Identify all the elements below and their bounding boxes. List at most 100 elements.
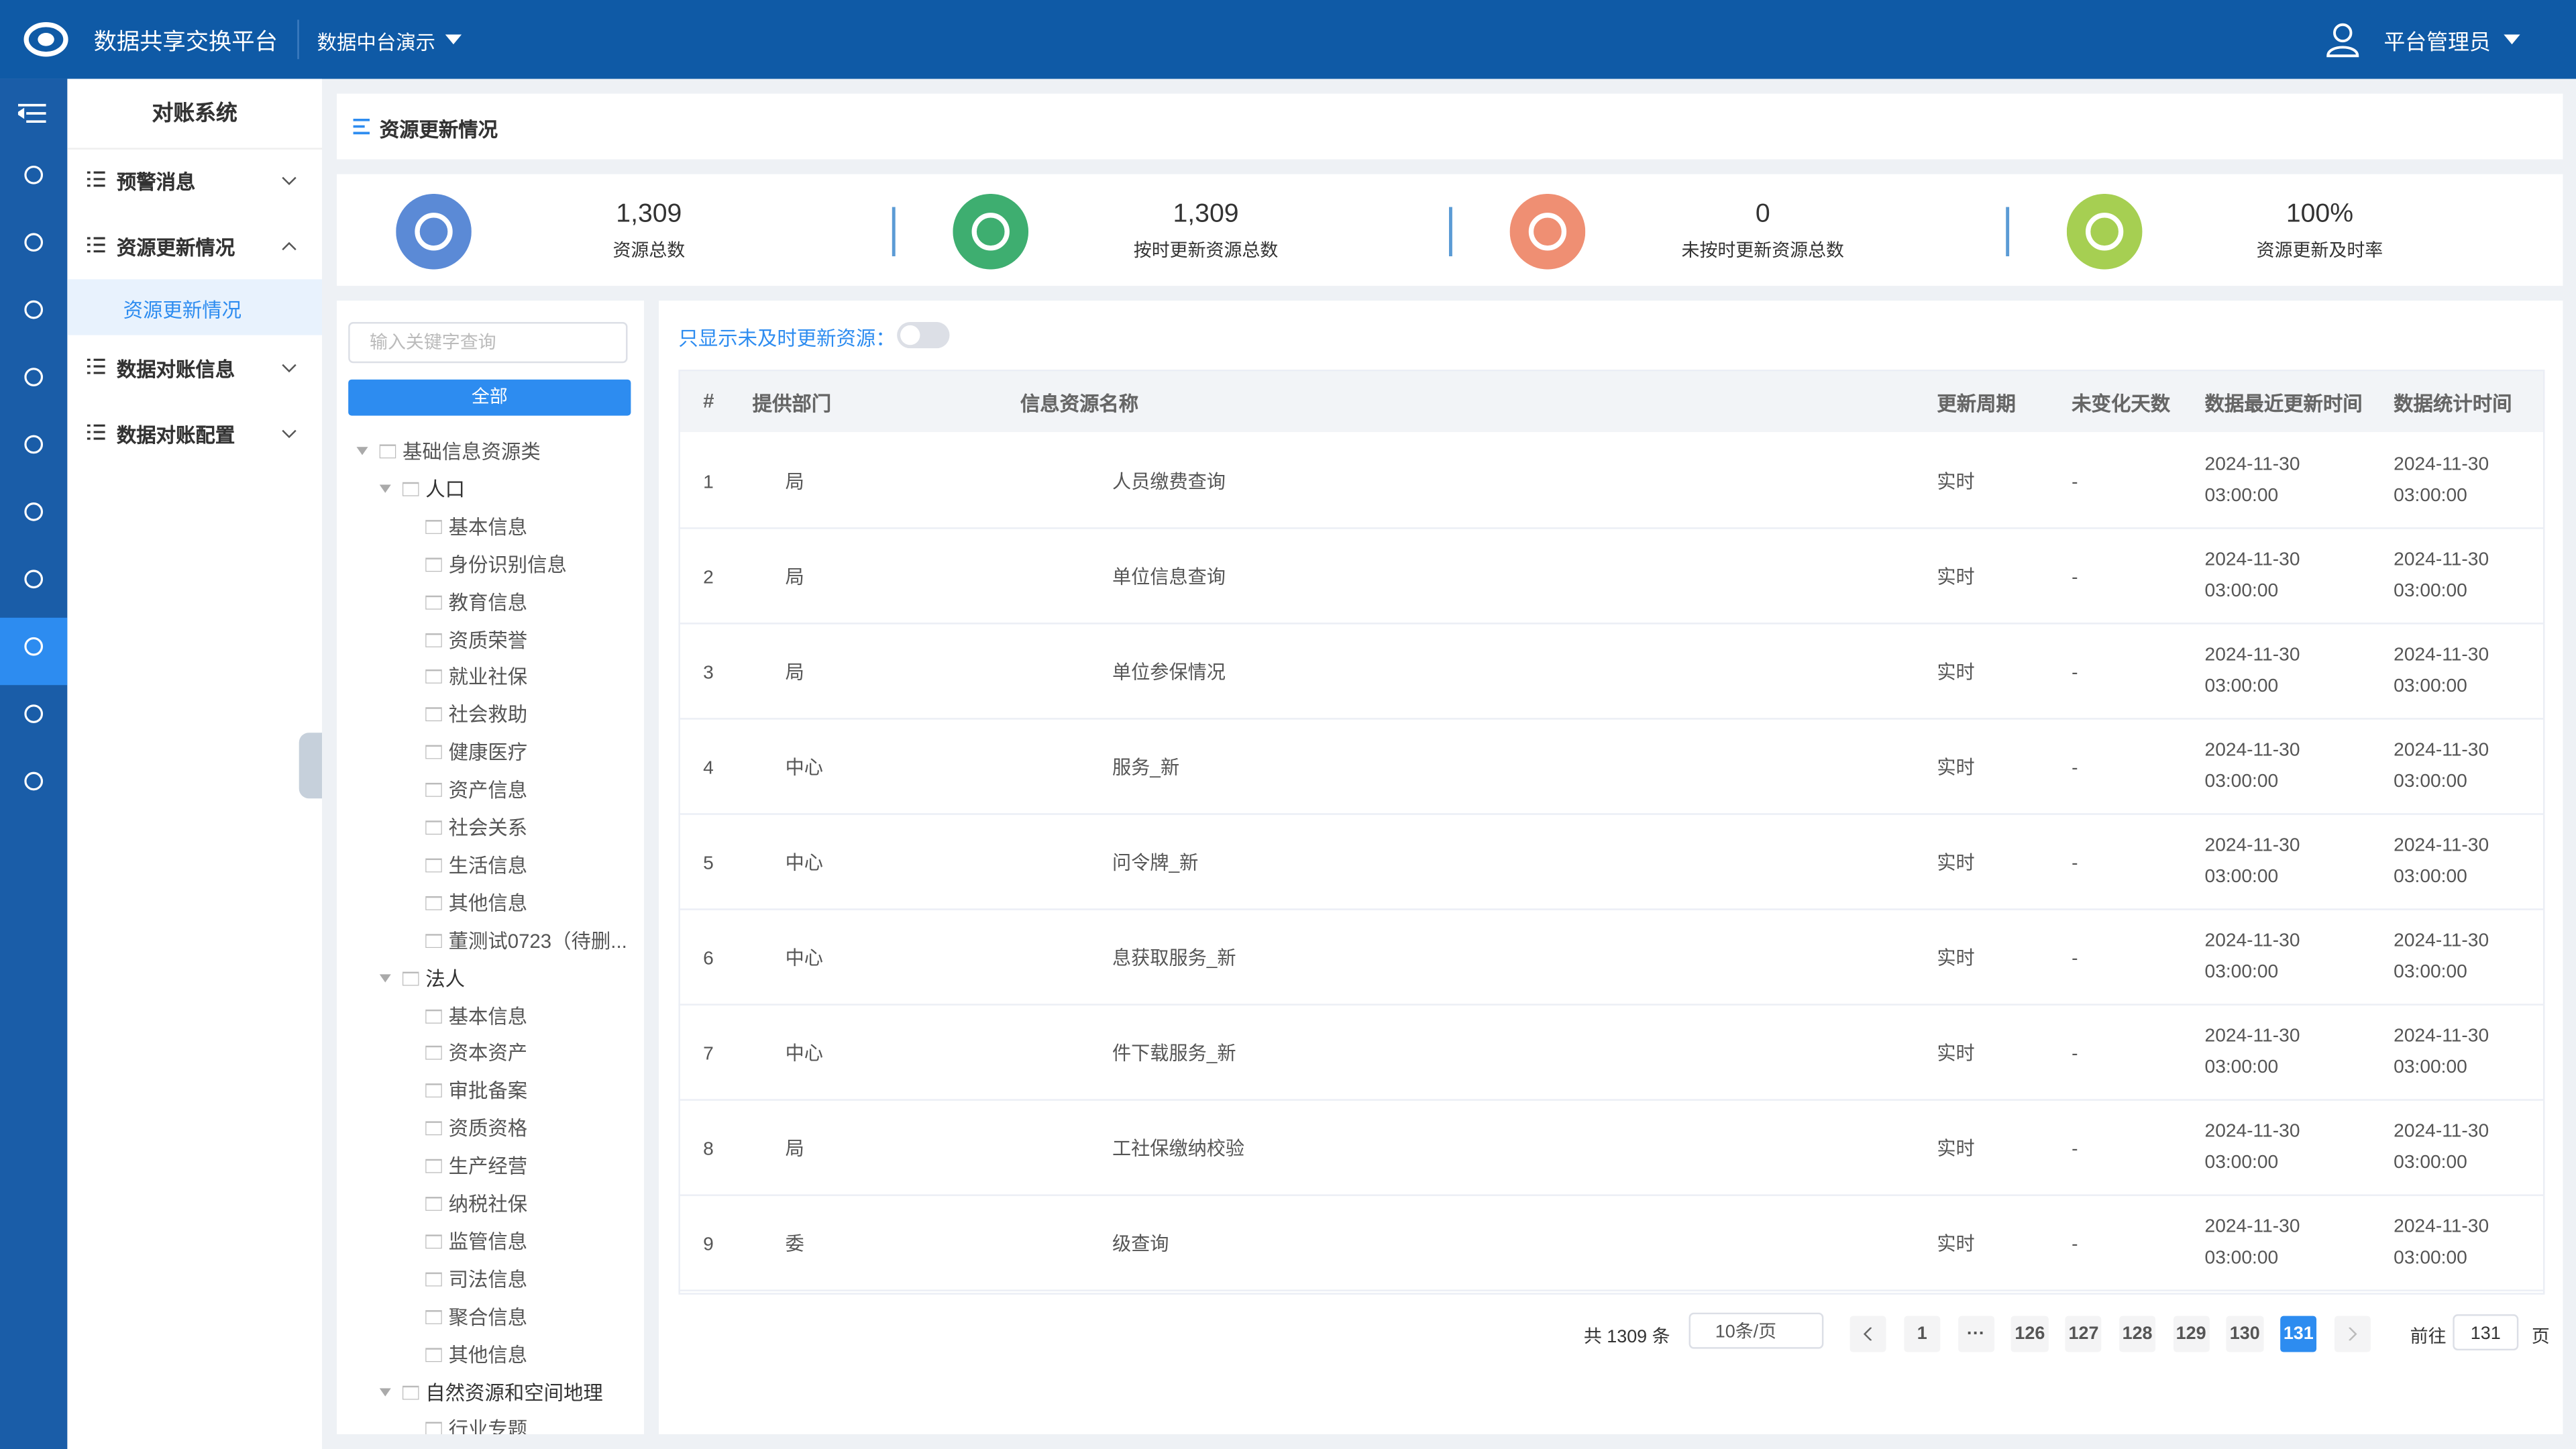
menu-item[interactable]: 预警消息 bbox=[67, 148, 322, 213]
table-row bbox=[678, 815, 2544, 910]
menu-item[interactable]: 资源更新情况 bbox=[67, 213, 322, 279]
page-button[interactable]: 1 bbox=[1904, 1316, 1941, 1352]
tree-node[interactable]: 行业专题 bbox=[402, 1412, 644, 1434]
tree-node[interactable]: 教育信息 bbox=[402, 584, 644, 617]
node-icon bbox=[425, 858, 442, 873]
tree-node[interactable]: 就业社保 bbox=[402, 659, 644, 692]
submenu-item[interactable]: 资源更新情况 bbox=[67, 279, 323, 335]
next-page[interactable] bbox=[2334, 1316, 2371, 1352]
node-icon bbox=[425, 933, 442, 948]
stat-icon bbox=[2066, 193, 2143, 270]
tree-node[interactable]: 监管信息 bbox=[402, 1224, 644, 1256]
tree-node[interactable]: 生活信息 bbox=[402, 847, 644, 880]
search-input[interactable]: 输入关键字查询 bbox=[348, 322, 628, 364]
prev-page[interactable] bbox=[1849, 1316, 1886, 1352]
table-cell: 2024-11-30 03:00:00 bbox=[2204, 645, 2300, 697]
tree-node[interactable]: 资质资格 bbox=[402, 1111, 644, 1144]
tree-node[interactable]: 基本信息 bbox=[402, 509, 644, 542]
tree-node[interactable]: 基础信息资源类 bbox=[356, 434, 635, 467]
node-icon bbox=[425, 783, 442, 797]
stats-card: 1,309 资源总数 1,309 按时更新资源总数 0 未按时更新资源总数 100% 资源更新… bbox=[337, 174, 2563, 286]
tree-node[interactable]: 聚合信息 bbox=[402, 1299, 644, 1332]
node-icon bbox=[425, 1121, 442, 1136]
tree-node[interactable]: 其他信息 bbox=[402, 885, 644, 918]
menu-item[interactable]: 数据对账配置 bbox=[67, 401, 322, 467]
nav-active bbox=[0, 617, 68, 686]
tree-node[interactable]: 社会关系 bbox=[402, 810, 644, 843]
table-cell: 2 bbox=[703, 568, 714, 588]
tree-node[interactable]: 董测试0723（待删... bbox=[402, 923, 644, 956]
tree-node[interactable]: 审批备案 bbox=[402, 1073, 644, 1106]
table-cell: 中心 bbox=[785, 949, 823, 969]
tree-node[interactable]: 司法信息 bbox=[402, 1261, 644, 1294]
tree-node[interactable]: 其他信息 bbox=[402, 1336, 644, 1369]
tree-node[interactable]: 人口 bbox=[379, 472, 644, 504]
page-button[interactable]: 131 bbox=[2279, 1316, 2317, 1352]
table-cell: 局 bbox=[785, 663, 804, 684]
nav-icon bbox=[24, 570, 44, 589]
table-cell: 实时 bbox=[1937, 854, 1975, 874]
all-button[interactable]: 全部 bbox=[348, 379, 631, 416]
node-icon bbox=[425, 1197, 442, 1211]
divider bbox=[297, 19, 299, 60]
chevron bbox=[282, 364, 297, 373]
nav-icon bbox=[24, 771, 44, 791]
nav-icon bbox=[24, 165, 44, 184]
page-button[interactable]: 128 bbox=[2118, 1316, 2156, 1352]
table-cell: 2024-11-30 03:00:00 bbox=[2204, 455, 2300, 506]
tree-label: 教育信息 bbox=[448, 590, 528, 614]
node-icon bbox=[425, 632, 442, 647]
table-cell: 委 bbox=[785, 1235, 804, 1256]
table-cell: 2024-11-30 03:00:00 bbox=[2204, 1026, 2300, 1078]
tree-node[interactable]: 社会救助 bbox=[402, 697, 644, 730]
node-icon bbox=[425, 745, 442, 759]
nav-icon bbox=[24, 704, 44, 723]
table-cell: 实时 bbox=[1937, 663, 1975, 684]
user-menu[interactable]: 平台管理员 bbox=[2383, 30, 2491, 54]
workspace-dropdown[interactable]: 数据中台演示 bbox=[317, 31, 436, 54]
stat-value: 100% bbox=[2286, 200, 2354, 229]
collapse-handle[interactable] bbox=[299, 733, 323, 799]
page-size-select[interactable]: 10条/页 bbox=[1688, 1312, 1824, 1349]
table-cell: 8 bbox=[703, 1140, 714, 1160]
tree-node[interactable]: 自然资源和空间地理 bbox=[379, 1375, 644, 1407]
table-cell: 实时 bbox=[1937, 473, 1975, 493]
page-button[interactable]: ··· bbox=[1957, 1316, 1994, 1352]
breadcrumb: 资源更新情况 bbox=[379, 118, 498, 142]
node-icon bbox=[425, 896, 442, 910]
switch-knob bbox=[900, 325, 920, 345]
tree-node[interactable]: 法人 bbox=[379, 961, 644, 994]
tree-node[interactable]: 健康医疗 bbox=[402, 735, 644, 767]
tree-label: 身份识别信息 bbox=[448, 553, 567, 576]
stat-value: 0 bbox=[1755, 200, 1770, 229]
total-count: 共 1309 条 bbox=[1583, 1327, 1670, 1348]
table-cell: 2024-11-30 03:00:00 bbox=[2394, 455, 2489, 506]
page-button[interactable]: 129 bbox=[2172, 1316, 2210, 1352]
node-icon bbox=[425, 1347, 442, 1362]
tree-node[interactable]: 资质荣誉 bbox=[402, 622, 644, 655]
tree-node[interactable]: 基本信息 bbox=[402, 998, 644, 1031]
goto-input[interactable]: 131 bbox=[2453, 1314, 2519, 1351]
page-button[interactable]: 127 bbox=[2065, 1316, 2102, 1352]
tree-node[interactable]: 生产经营 bbox=[402, 1148, 644, 1181]
tree-node[interactable]: 资本资产 bbox=[402, 1036, 644, 1069]
tree-node[interactable]: 资产信息 bbox=[402, 772, 644, 805]
page-button[interactable]: 126 bbox=[2011, 1316, 2049, 1352]
table-cell: 7 bbox=[703, 1044, 714, 1065]
menu-item[interactable]: 数据对账信息 bbox=[67, 335, 322, 401]
stat-value: 1,309 bbox=[616, 200, 682, 229]
page-button[interactable]: 130 bbox=[2226, 1316, 2263, 1352]
tree-node[interactable]: 身份识别信息 bbox=[402, 547, 644, 580]
table-cell: - bbox=[2072, 759, 2078, 779]
table-cell: 人员缴费查询 bbox=[1112, 473, 1226, 493]
table-border bbox=[678, 370, 2545, 1295]
goto-label: 前往 bbox=[2410, 1327, 2447, 1348]
node-icon bbox=[425, 557, 442, 572]
tree-node[interactable]: 纳税社保 bbox=[402, 1186, 644, 1219]
table-row bbox=[678, 529, 2544, 625]
table-cell: 2024-11-30 03:00:00 bbox=[2204, 1217, 2300, 1269]
table-cell: - bbox=[2072, 1235, 2078, 1256]
list-icon bbox=[87, 358, 105, 374]
tree-label: 法人 bbox=[425, 967, 466, 990]
tree-label: 审批备案 bbox=[448, 1079, 528, 1103]
